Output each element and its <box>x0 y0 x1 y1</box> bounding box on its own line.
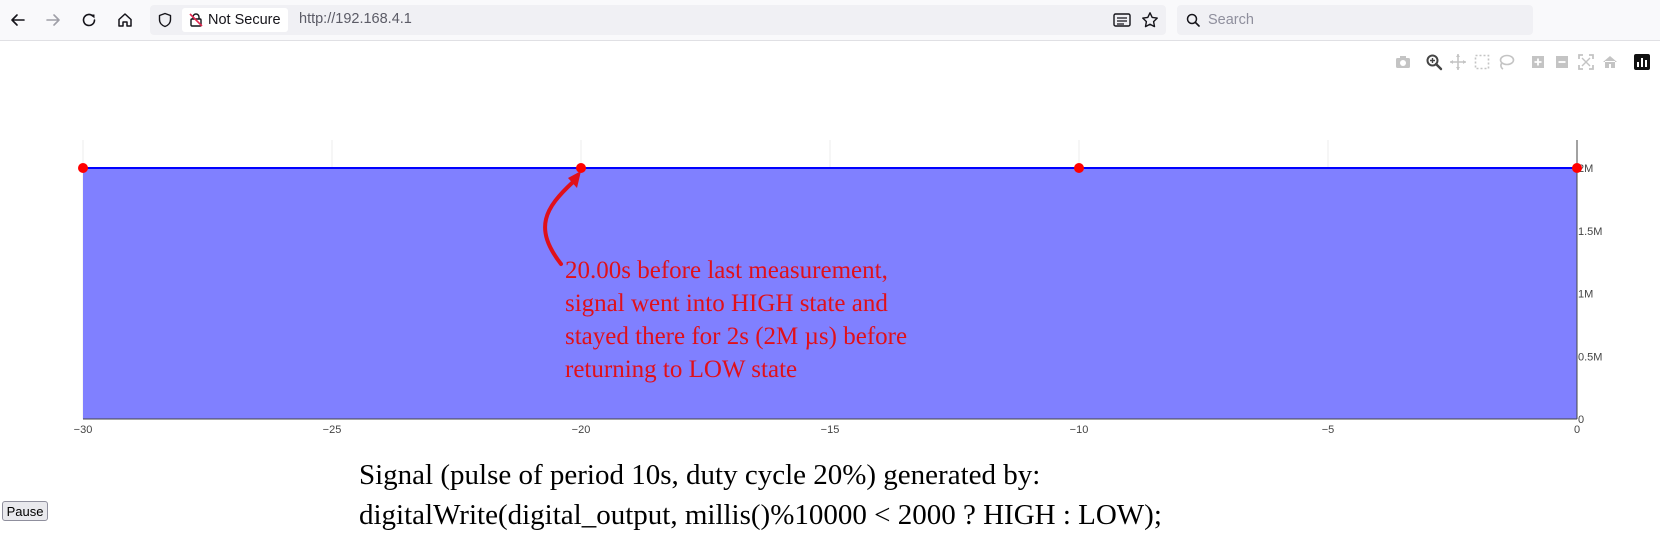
back-icon[interactable] <box>5 7 31 33</box>
pause-button[interactable]: Pause <box>2 501 48 521</box>
search-placeholder: Search <box>1208 12 1254 28</box>
home-icon[interactable] <box>112 7 138 33</box>
data-point[interactable] <box>1074 163 1084 173</box>
x-tick-label: −5 <box>1322 424 1335 435</box>
annotation-arrowhead <box>568 171 581 188</box>
annotation-line: stayed there for 2s (2M µs) before <box>565 323 907 350</box>
search-input[interactable]: Search <box>1177 5 1533 35</box>
box-select-icon[interactable] <box>1473 53 1491 71</box>
pan-icon[interactable] <box>1449 53 1467 71</box>
browser-toolbar: Not Secure http://192.168.4.1 Search <box>0 0 1660 41</box>
data-point[interactable] <box>78 163 88 173</box>
shield-icon[interactable] <box>157 12 173 33</box>
caption-line-2: digitalWrite(digital_output, millis()%10… <box>359 499 1162 531</box>
lasso-select-icon[interactable] <box>1497 53 1515 71</box>
y-tick-label: 0.5M <box>1578 351 1602 363</box>
data-point[interactable] <box>1572 163 1582 173</box>
camera-icon[interactable] <box>1394 53 1412 71</box>
forward-icon[interactable] <box>40 7 66 33</box>
annotation-arrow <box>543 180 575 266</box>
area-layer <box>83 167 1577 419</box>
x-tick-label: −20 <box>572 424 591 435</box>
caption: Signal (pulse of period 10s, duty cycle … <box>359 455 1162 535</box>
y-tick-label: 1.5M <box>1578 226 1602 238</box>
reload-icon[interactable] <box>76 7 102 33</box>
annotation: 20.00s before last measurement, signal we… <box>543 171 907 383</box>
autoscale-icon[interactable] <box>1577 53 1595 71</box>
url-bar[interactable] <box>150 5 1166 35</box>
plot-modebar <box>0 53 1660 73</box>
reset-axes-icon[interactable] <box>1601 53 1619 71</box>
reader-mode-icon[interactable] <box>1113 12 1131 33</box>
url-text[interactable]: http://192.168.4.1 <box>299 11 412 27</box>
x-tick-label: −15 <box>821 424 840 435</box>
x-tick-label: 0 <box>1574 424 1580 435</box>
annotation-line: 20.00s before last measurement, <box>565 257 888 284</box>
bookmark-star-icon[interactable] <box>1141 11 1159 34</box>
caption-line-1: Signal (pulse of period 10s, duty cycle … <box>359 459 1041 491</box>
zoom-icon[interactable] <box>1425 53 1443 71</box>
data-point[interactable] <box>576 163 586 173</box>
x-tick-label: −30 <box>74 424 93 435</box>
zoom-in-icon[interactable] <box>1529 53 1547 71</box>
annotation-line: returning to LOW state <box>565 356 797 383</box>
site-info-button[interactable]: Not Secure <box>182 8 288 32</box>
x-tick-label: −25 <box>323 424 342 435</box>
area-fill <box>83 168 1577 419</box>
y-tick-label: 0 <box>1578 414 1584 426</box>
search-icon <box>1186 13 1200 32</box>
area-chart[interactable]: −30 −25 −20 −15 −10 −5 0 0 0.5M 1M 1.5M 2M 20.00s … <box>0 140 1660 435</box>
markers[interactable] <box>78 163 1582 173</box>
y-axis-ticks: 0 0.5M 1M 1.5M 2M <box>1578 163 1602 426</box>
x-axis-ticks: −30 −25 −20 −15 −10 −5 0 <box>74 424 1580 435</box>
not-secure-lock-icon <box>188 12 204 33</box>
axes <box>83 140 1578 420</box>
y-tick-label: 1M <box>1578 289 1593 301</box>
not-secure-label: Not Secure <box>208 12 281 28</box>
zoom-out-icon[interactable] <box>1553 53 1571 71</box>
x-tick-label: −10 <box>1070 424 1089 435</box>
plotly-logo-icon[interactable] <box>1633 53 1651 71</box>
annotation-line: signal went into HIGH state and <box>565 290 888 317</box>
annotation-text: 20.00s before last measurement, signal we… <box>565 257 907 383</box>
y-tick-label: 2M <box>1578 163 1593 175</box>
